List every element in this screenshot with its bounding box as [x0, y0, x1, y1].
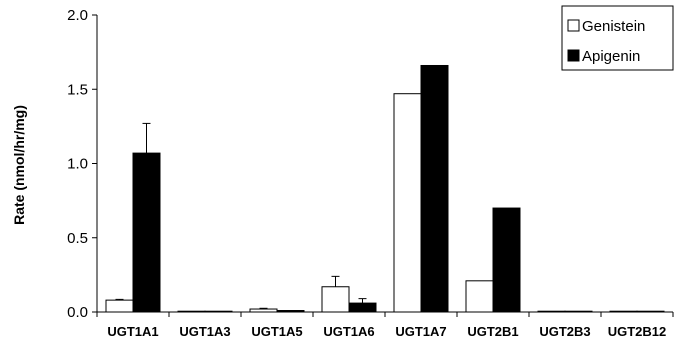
- bar-apigenin-ugt1a1: [132, 152, 161, 313]
- bar-apigenin-ugt1a5: [276, 310, 305, 313]
- x-tick-label: UGT1A3: [179, 324, 230, 339]
- bar-genistein-ugt1a3: [177, 310, 206, 313]
- y-tick-label: 0.0: [67, 304, 88, 321]
- legend-box: [561, 5, 674, 71]
- legend-label-genistein: Genistein: [582, 18, 645, 35]
- legend: Genistein Apigenin: [561, 5, 674, 71]
- labels: 0.0 0.5 1.0 1.5 2.0 UGT1A1 UGT1A3 UGT1A5 UGT1A6 U…: [67, 7, 666, 339]
- bar-genistein-ugt1a7: [393, 93, 422, 313]
- x-tick-label: UGT1A7: [395, 324, 446, 339]
- bar-genistein-ugt1a5: [249, 308, 278, 313]
- x-tick-label: UGT1A1: [107, 324, 158, 339]
- x-tick-label: UGT2B1: [467, 324, 518, 339]
- bar-genistein-ugt1a6: [321, 286, 350, 313]
- legend-swatch-genistein: [567, 19, 580, 32]
- bar-apigenin-ugt1a3: [204, 310, 233, 313]
- bar-apigenin-ugt2b1: [492, 207, 521, 313]
- bar-apigenin-ugt2b3: [564, 310, 593, 313]
- bar-genistein-ugt2b1: [465, 280, 494, 313]
- bar-apigenin-ugt1a7: [420, 64, 449, 313]
- legend-swatch-apigenin: [567, 49, 580, 62]
- bar-apigenin-ugt1a6: [348, 302, 377, 313]
- y-tick-label: 0.5: [67, 230, 88, 247]
- x-tick-label: UGT2B3: [539, 324, 590, 339]
- legend-label-apigenin: Apigenin: [582, 48, 640, 65]
- y-tick-label: 1.5: [67, 81, 88, 98]
- x-tick-label: UGT1A5: [251, 324, 302, 339]
- bar-genistein-ugt1a1: [105, 299, 134, 313]
- y-axis-title: Rate (nmol/hr/mg): [11, 105, 27, 225]
- y-tick-label: 2.0: [67, 7, 88, 24]
- x-tick-label: UGT2B12: [608, 324, 667, 339]
- x-tick-label: UGT1A6: [323, 324, 374, 339]
- bar-genistein-ugt2b12: [609, 310, 638, 313]
- bars: [105, 64, 665, 313]
- bar-genistein-ugt2b3: [537, 310, 566, 313]
- y-tick-label: 1.0: [67, 156, 88, 173]
- bar-apigenin-ugt2b12: [636, 310, 665, 313]
